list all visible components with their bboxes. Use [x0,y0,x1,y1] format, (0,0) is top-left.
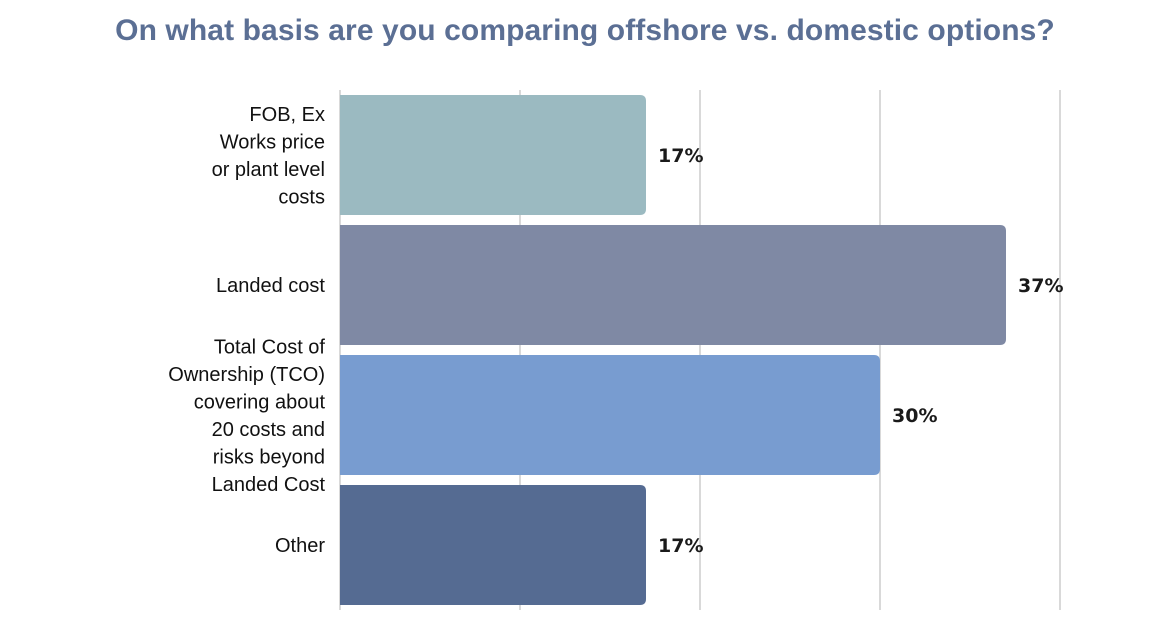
chart-title: On what basis are you comparing offshore… [115,14,1055,47]
data-label: 30% [892,405,937,427]
data-label: 37% [1018,275,1063,297]
category-label-line: Landed Cost [212,474,326,496]
category-label: Other [275,535,325,557]
category-label: FOB, Ex Works price or plant level costs [212,104,325,209]
bar [340,225,1006,345]
category-label-line: covering about [194,391,326,413]
category-label: Landed cost [216,275,325,297]
category-label-line: Other [275,535,325,557]
category-label-line: Ownership (TCO) [168,364,325,386]
bar [340,95,646,215]
value-labels: 17% 37% 30% 17% [658,145,1063,557]
category-label-line: costs [278,186,325,208]
category-label-line: risks beyond [213,446,325,468]
category-label-line: Works price [220,131,325,153]
bar [340,355,880,475]
category-labels: FOB, Ex Works price or plant level costs Lan… [168,104,325,557]
category-label: Total Cost of Ownership (TCO) covering abo… [168,336,325,496]
data-label: 17% [658,145,703,167]
category-label-line: Landed cost [216,275,325,297]
category-label-line: or plant level [212,159,325,181]
data-label: 17% [658,535,703,557]
category-label-line: Total Cost of [214,336,326,358]
category-label-line: FOB, Ex [249,104,325,126]
bar [340,485,646,605]
bars [340,95,1006,605]
category-label-line: 20 costs and [212,419,325,441]
